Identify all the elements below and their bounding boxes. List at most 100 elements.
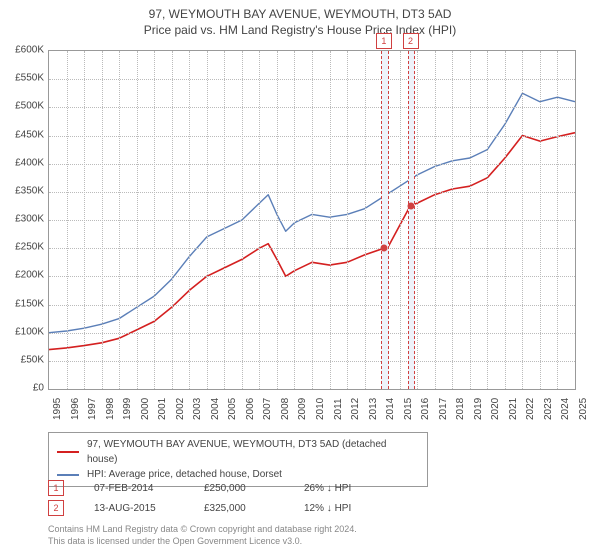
- chart-container: 97, WEYMOUTH BAY AVENUE, WEYMOUTH, DT3 5…: [0, 0, 600, 560]
- y-axis-tick-label: £50K: [4, 354, 44, 365]
- gridline-vertical: [102, 51, 103, 389]
- footer-line2: This data is licensed under the Open Gov…: [48, 536, 357, 548]
- gridline-vertical: [242, 51, 243, 389]
- sale-marker-band: [381, 51, 389, 389]
- sale-marker-band: [408, 51, 416, 389]
- sale-price: £250,000: [204, 483, 274, 494]
- x-axis-tick-label: 2010: [315, 398, 326, 420]
- x-axis-tick-label: 2012: [350, 398, 361, 420]
- x-axis-tick-label: 1998: [105, 398, 116, 420]
- footer-attribution: Contains HM Land Registry data © Crown c…: [48, 524, 357, 547]
- sale-marker-label: 1: [376, 33, 392, 49]
- gridline-vertical: [137, 51, 138, 389]
- x-axis-tick-label: 2009: [297, 398, 308, 420]
- x-axis-tick-label: 2016: [420, 398, 431, 420]
- table-row: 1 07-FEB-2014 £250,000 26% ↓ HPI: [48, 478, 394, 498]
- sale-point-dot: [380, 245, 387, 252]
- gridline-vertical: [487, 51, 488, 389]
- x-axis-tick-label: 2001: [157, 398, 168, 420]
- gridline-vertical: [84, 51, 85, 389]
- x-axis-tick-label: 2008: [280, 398, 291, 420]
- gridline-vertical: [540, 51, 541, 389]
- y-axis-tick-label: £300K: [4, 214, 44, 225]
- x-axis-tick-label: 2013: [368, 398, 379, 420]
- y-axis-tick-label: £550K: [4, 73, 44, 84]
- x-axis-tick-label: 2020: [490, 398, 501, 420]
- y-axis-tick-label: £0: [4, 383, 44, 394]
- x-axis-tick-label: 2023: [543, 398, 554, 420]
- footer-line1: Contains HM Land Registry data © Crown c…: [48, 524, 357, 536]
- plot-area: 12: [48, 50, 576, 390]
- x-axis-tick-label: 2011: [333, 398, 344, 420]
- y-axis-tick-label: £350K: [4, 185, 44, 196]
- x-axis-tick-label: 2000: [140, 398, 151, 420]
- sale-date: 07-FEB-2014: [94, 483, 174, 494]
- sale-price: £325,000: [204, 503, 274, 514]
- table-row: 2 13-AUG-2015 £325,000 12% ↓ HPI: [48, 498, 394, 518]
- x-axis-tick-label: 2025: [578, 398, 589, 420]
- sale-date: 13-AUG-2015: [94, 503, 174, 514]
- x-axis-tick-label: 2007: [262, 398, 273, 420]
- y-axis-tick-label: £250K: [4, 242, 44, 253]
- gridline-vertical: [154, 51, 155, 389]
- gridline-vertical: [119, 51, 120, 389]
- x-axis-tick-label: 2022: [525, 398, 536, 420]
- gridline-vertical: [224, 51, 225, 389]
- y-axis-tick-label: £100K: [4, 326, 44, 337]
- gridline-vertical: [330, 51, 331, 389]
- gridline-vertical: [365, 51, 366, 389]
- chart-title: 97, WEYMOUTH BAY AVENUE, WEYMOUTH, DT3 5…: [0, 0, 600, 38]
- gridline-vertical: [417, 51, 418, 389]
- gridline-vertical: [400, 51, 401, 389]
- gridline-vertical: [557, 51, 558, 389]
- y-axis-tick-label: £200K: [4, 270, 44, 281]
- x-axis-tick-label: 2018: [455, 398, 466, 420]
- x-axis-tick-label: 2021: [508, 398, 519, 420]
- x-axis-tick-label: 2019: [473, 398, 484, 420]
- x-axis-tick-label: 2004: [210, 398, 221, 420]
- x-axis-tick-label: 2002: [175, 398, 186, 420]
- x-axis-tick-label: 1996: [70, 398, 81, 420]
- x-axis-tick-label: 2024: [560, 398, 571, 420]
- legend-swatch: [57, 451, 79, 453]
- x-axis-tick-label: 1995: [52, 398, 63, 420]
- gridline-vertical: [207, 51, 208, 389]
- sale-marker-label: 2: [403, 33, 419, 49]
- gridline-vertical: [259, 51, 260, 389]
- gridline-vertical: [67, 51, 68, 389]
- x-axis-tick-label: 1999: [122, 398, 133, 420]
- title-line1: 97, WEYMOUTH BAY AVENUE, WEYMOUTH, DT3 5…: [0, 6, 600, 22]
- y-axis-tick-label: £500K: [4, 101, 44, 112]
- gridline-vertical: [294, 51, 295, 389]
- gridline-vertical: [312, 51, 313, 389]
- x-axis-tick-label: 2014: [385, 398, 396, 420]
- sales-table: 1 07-FEB-2014 £250,000 26% ↓ HPI 2 13-AU…: [48, 478, 394, 518]
- gridline-vertical: [522, 51, 523, 389]
- gridline-vertical: [452, 51, 453, 389]
- gridline-vertical: [347, 51, 348, 389]
- x-axis-tick-label: 2003: [192, 398, 203, 420]
- legend-swatch: [57, 474, 79, 476]
- x-axis-tick-label: 2005: [227, 398, 238, 420]
- x-axis-tick-label: 2006: [245, 398, 256, 420]
- gridline-vertical: [172, 51, 173, 389]
- sale-pct: 12% ↓ HPI: [304, 503, 394, 514]
- gridline-vertical: [435, 51, 436, 389]
- sale-index-badge: 2: [48, 500, 64, 516]
- gridline-vertical: [189, 51, 190, 389]
- gridline-vertical: [277, 51, 278, 389]
- legend-item-property: 97, WEYMOUTH BAY AVENUE, WEYMOUTH, DT3 5…: [57, 437, 419, 467]
- gridline-vertical: [505, 51, 506, 389]
- legend-label: 97, WEYMOUTH BAY AVENUE, WEYMOUTH, DT3 5…: [87, 437, 419, 467]
- title-line2: Price paid vs. HM Land Registry's House …: [0, 22, 600, 38]
- x-axis-tick-label: 2015: [403, 398, 414, 420]
- sale-pct: 26% ↓ HPI: [304, 483, 394, 494]
- sale-index-badge: 1: [48, 480, 64, 496]
- y-axis-tick-label: £400K: [4, 157, 44, 168]
- y-axis-tick-label: £450K: [4, 129, 44, 140]
- gridline-vertical: [470, 51, 471, 389]
- x-axis-tick-label: 2017: [438, 398, 449, 420]
- x-axis-tick-label: 1997: [87, 398, 98, 420]
- y-axis-tick-label: £150K: [4, 298, 44, 309]
- y-axis-tick-label: £600K: [4, 45, 44, 56]
